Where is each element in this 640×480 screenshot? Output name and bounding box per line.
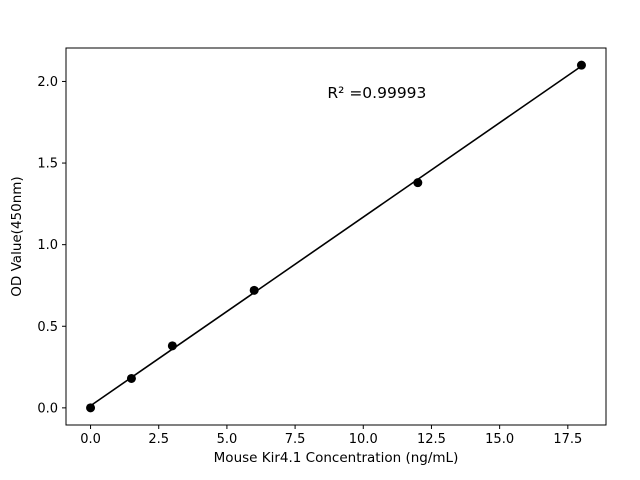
x-tick-label: 17.5 (553, 432, 582, 447)
y-tick-label: 2.0 (37, 75, 58, 90)
y-tick-label: 1.5 (37, 157, 58, 172)
x-tick-label: 5.0 (217, 432, 238, 447)
x-tick-label: 12.5 (417, 432, 446, 447)
data-point (249, 285, 259, 295)
fit-line (90, 65, 582, 407)
y-tick-label: 1.0 (37, 238, 58, 253)
data-point (167, 341, 177, 351)
data-point (86, 403, 96, 413)
data-point (413, 178, 423, 188)
plot-border (65, 47, 607, 426)
y-axis-label: OD Value(450nm) (9, 176, 25, 296)
x-tick-label: 2.5 (148, 432, 169, 447)
data-point (576, 60, 586, 70)
y-tick-label: 0.5 (37, 320, 58, 335)
data-point (126, 373, 136, 383)
x-tick-label: 0.0 (80, 432, 101, 447)
x-tick-label: 15.0 (485, 432, 514, 447)
x-axis-label: Mouse Kir4.1 Concentration (ng/mL) (214, 450, 459, 466)
r-squared-annotation: R² =0.99993 (327, 84, 426, 102)
x-tick-label: 10.0 (349, 432, 378, 447)
y-tick-label: 0.0 (37, 401, 58, 416)
x-tick-label: 7.5 (285, 432, 306, 447)
